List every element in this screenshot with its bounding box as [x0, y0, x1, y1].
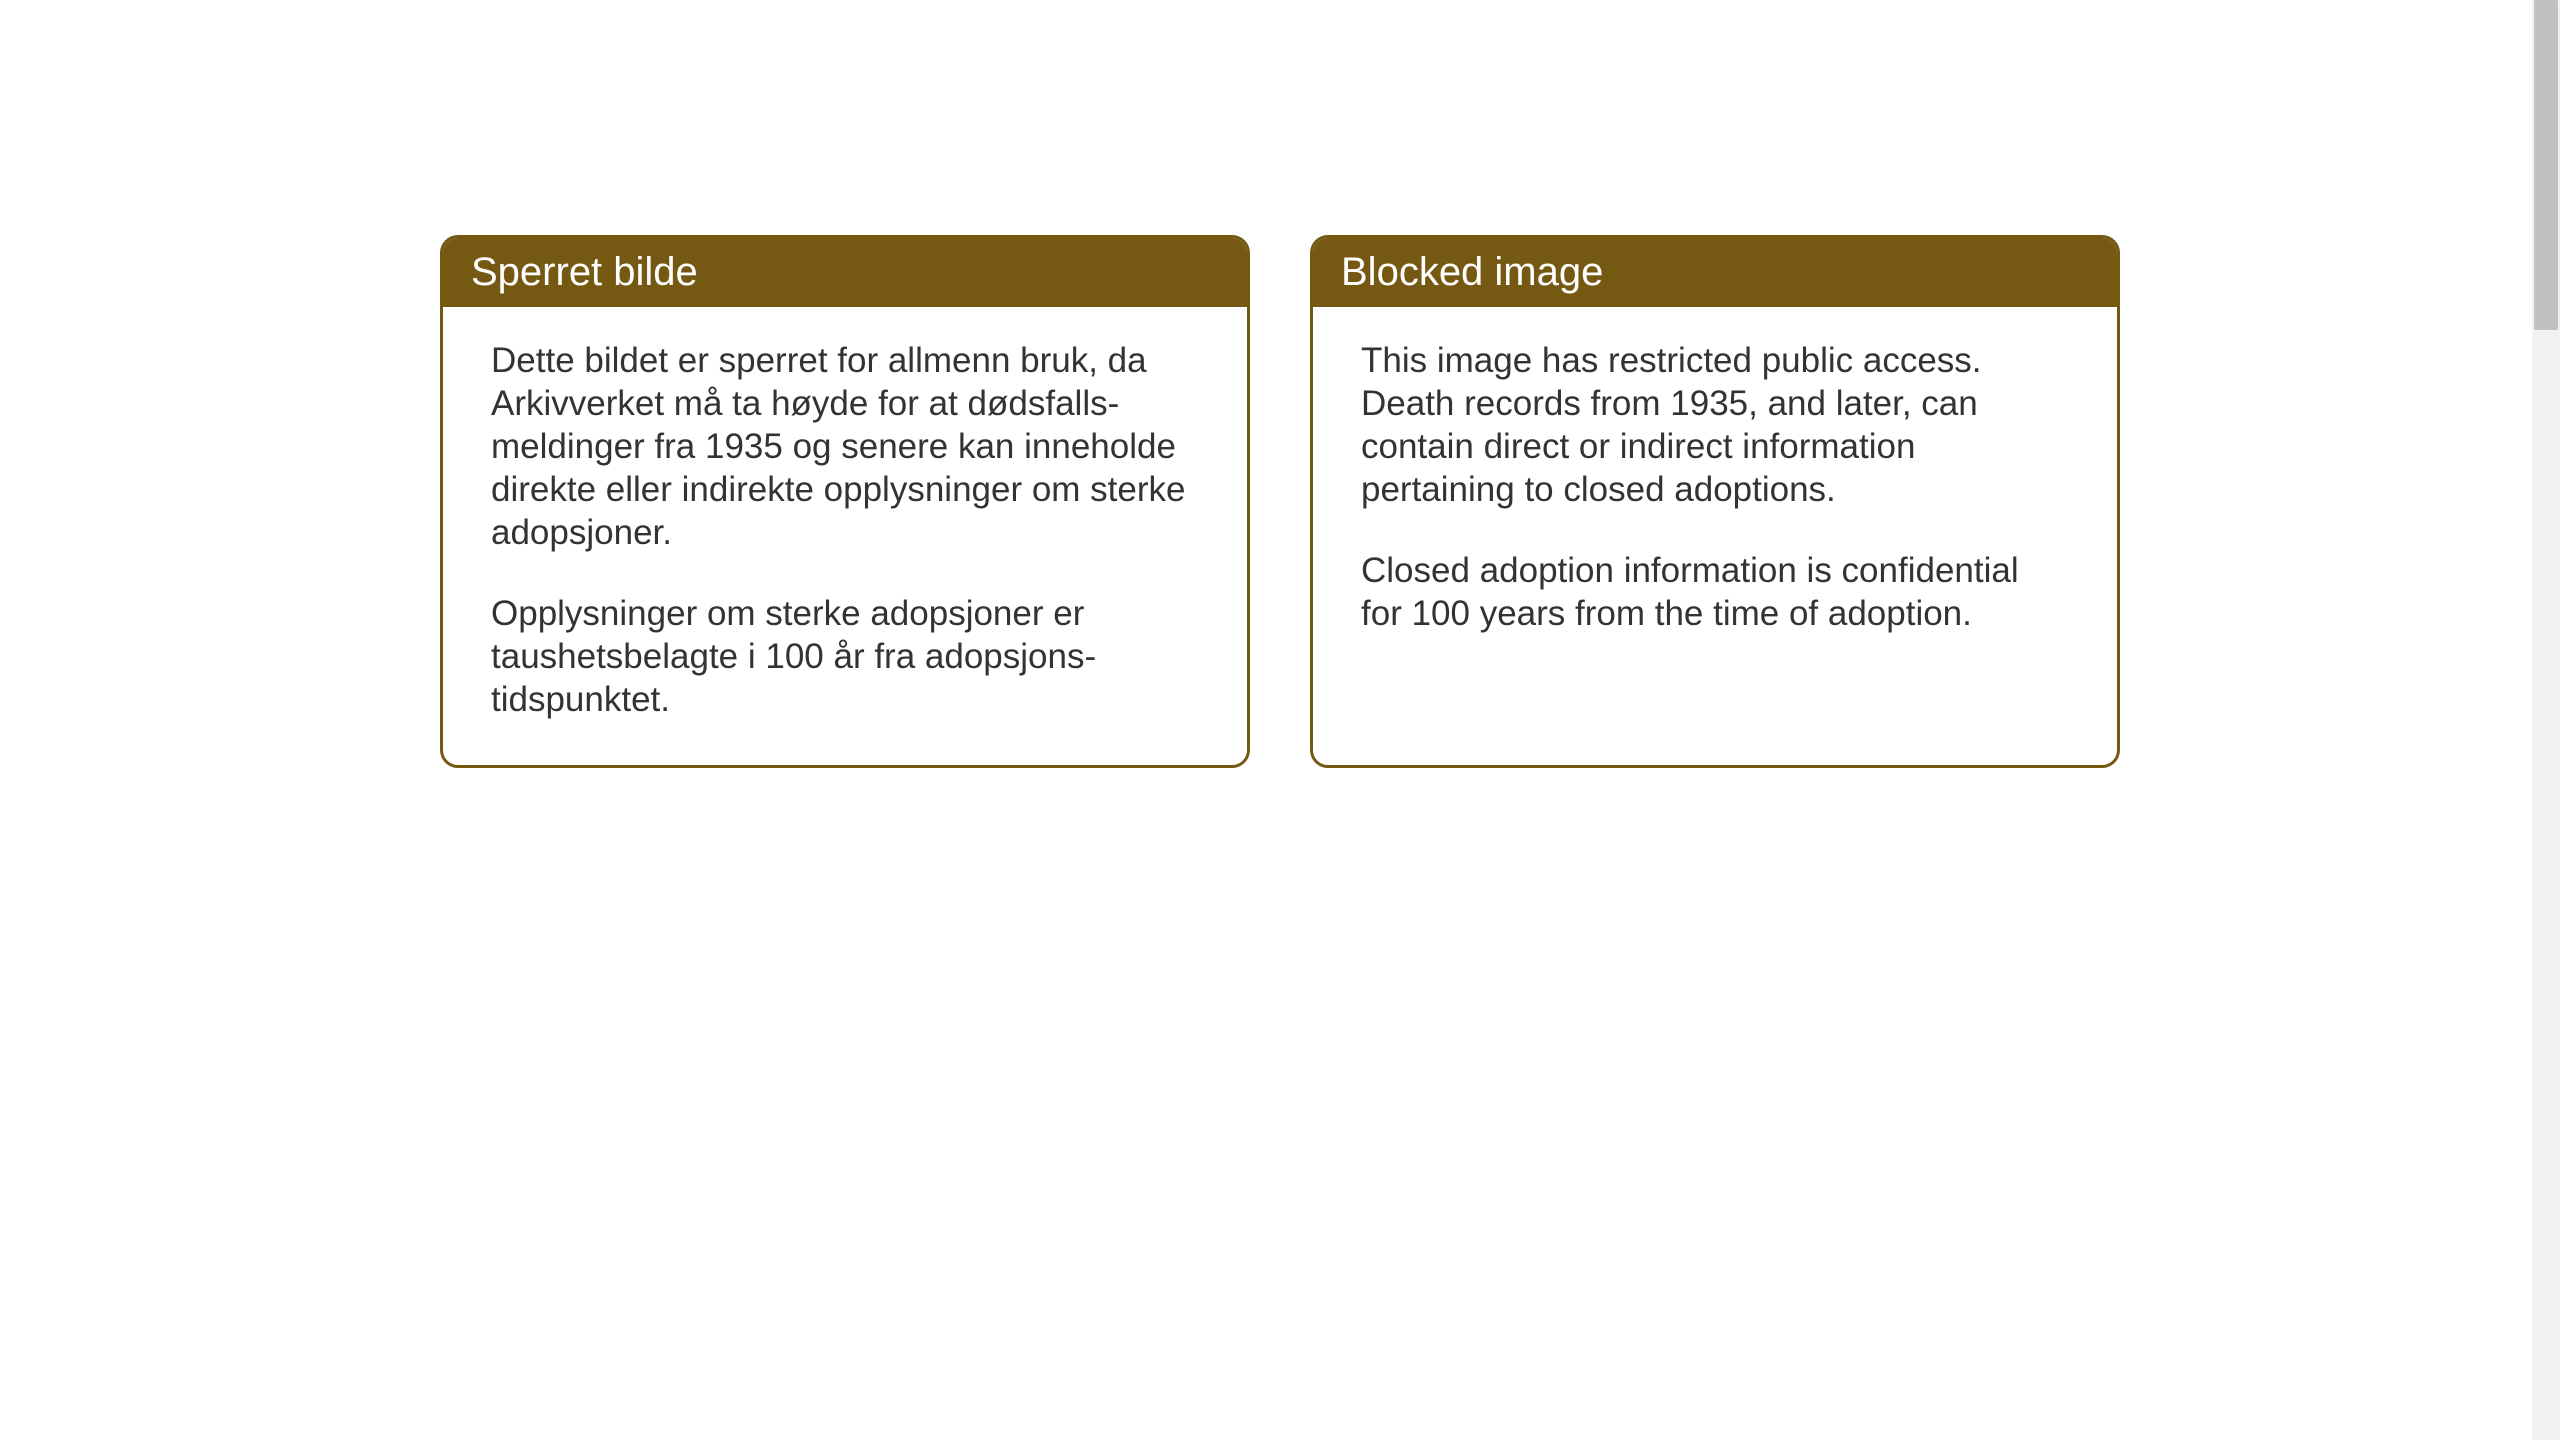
- notice-header-norwegian: Sperret bilde: [443, 238, 1247, 307]
- notice-paragraph-1-english: This image has restricted public access.…: [1361, 339, 2069, 511]
- notice-body-norwegian: Dette bildet er sperret for allmenn bruk…: [443, 307, 1247, 765]
- notice-title-norwegian: Sperret bilde: [471, 250, 698, 294]
- notice-body-english: This image has restricted public access.…: [1313, 307, 2117, 747]
- scrollbar-track[interactable]: [2532, 0, 2560, 1440]
- notice-paragraph-2-english: Closed adoption information is confident…: [1361, 549, 2069, 635]
- notice-paragraph-1-norwegian: Dette bildet er sperret for allmenn bruk…: [491, 339, 1199, 554]
- notice-card-norwegian: Sperret bilde Dette bildet er sperret fo…: [440, 235, 1250, 768]
- notice-cards-container: Sperret bilde Dette bildet er sperret fo…: [440, 235, 2120, 768]
- notice-header-english: Blocked image: [1313, 238, 2117, 307]
- scrollbar-thumb[interactable]: [2534, 0, 2558, 330]
- notice-title-english: Blocked image: [1341, 250, 1603, 294]
- notice-paragraph-2-norwegian: Opplysninger om sterke adopsjoner er tau…: [491, 592, 1199, 721]
- notice-card-english: Blocked image This image has restricted …: [1310, 235, 2120, 768]
